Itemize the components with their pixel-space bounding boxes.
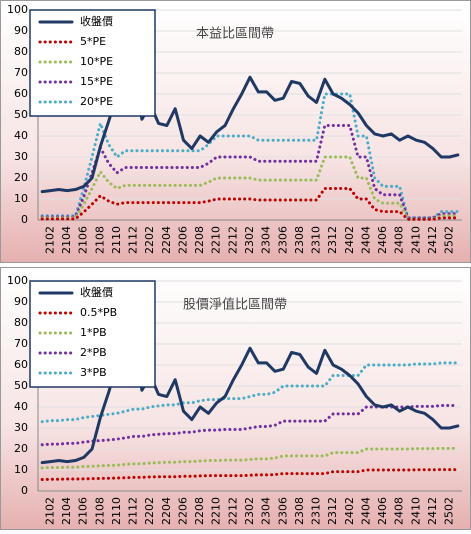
legend-label: 0.5*PB [80,306,117,319]
chart-title: 股價淨值比區間帶 [183,297,287,313]
x-tick-label: 2302 [243,226,256,254]
series-line [40,361,460,424]
x-tick-label: 2210 [210,226,223,254]
x-tick-label: 2408 [393,226,406,254]
x-tick-label: 2502 [443,497,456,525]
x-tick-label: 2112 [127,497,140,525]
x-tick-label: 2210 [210,497,223,525]
x-tick-label: 2206 [176,497,189,525]
x-tick-label: 2106 [77,226,90,254]
x-tick-label: 2110 [110,226,123,254]
x-tick-label: 2402 [343,497,356,525]
x-tick-label: 2104 [60,226,73,254]
y-tick-label: 100 [7,3,28,16]
y-tick-label: 100 [7,274,28,287]
x-tick-label: 2404 [359,497,372,525]
legend-label: 1*PB [80,326,107,339]
y-tick-label: 60 [14,87,28,100]
x-tick-label: 2308 [293,226,306,254]
y-tick-label: 30 [14,150,28,163]
x-tick-label: 2206 [176,226,189,254]
series-line [40,187,460,221]
legend-label: 20*PE [80,95,113,108]
y-tick-label: 20 [14,442,28,455]
x-tick-label: 2204 [160,226,173,254]
y-tick-label: 40 [14,400,28,413]
legend-label: 收盤價 [80,285,113,299]
y-tick-label: 0 [21,484,28,497]
y-tick-label: 70 [14,337,28,350]
x-tick-label: 2404 [359,226,372,254]
x-tick-label: 2102 [43,226,56,254]
x-tick-label: 2406 [376,226,389,254]
y-tick-label: 60 [14,358,28,371]
x-tick-label: 2204 [160,497,173,525]
y-tick-label: 50 [14,379,28,392]
y-tick-label: 90 [14,295,28,308]
y-tick-label: 10 [14,192,28,205]
chart-title: 本益比區間帶 [196,27,274,42]
x-tick-label: 2308 [293,497,306,525]
x-tick-label: 2408 [393,497,406,525]
legend-label: 2*PB [80,346,107,359]
x-tick-label: 2304 [260,226,273,254]
legend-label: 10*PE [80,55,113,68]
x-tick-label: 2306 [276,226,289,254]
y-tick-label: 0 [21,213,28,226]
x-tick-label: 2112 [127,226,140,254]
x-tick-label: 2406 [376,497,389,525]
x-tick-label: 2202 [143,226,156,254]
x-tick-label: 2106 [77,497,90,525]
y-tick-label: 90 [14,24,28,37]
x-tick-label: 2312 [326,226,339,254]
series-line [40,124,460,220]
x-tick-label: 2310 [310,497,323,525]
x-tick-label: 2310 [310,226,323,254]
x-tick-label: 2302 [243,497,256,525]
legend-label: 5*PE [80,35,106,48]
x-tick-label: 2410 [409,226,422,254]
x-tick-label: 2104 [60,497,73,525]
x-tick-label: 2108 [93,497,106,525]
x-tick-label: 2212 [226,497,239,525]
y-tick-label: 10 [14,463,28,476]
series-line [40,468,460,481]
x-tick-label: 2412 [426,497,439,525]
x-tick-label: 2410 [409,497,422,525]
x-tick-label: 2208 [193,497,206,525]
legend-label: 3*PB [80,366,107,379]
series-line [40,155,460,221]
x-tick-label: 2502 [443,226,456,254]
x-tick-label: 2208 [193,226,206,254]
y-tick-label: 50 [14,108,28,121]
legend-label: 15*PE [80,75,113,88]
x-tick-label: 2306 [276,497,289,525]
y-tick-label: 40 [14,129,28,142]
series-line [40,404,460,447]
x-tick-label: 2312 [326,497,339,525]
x-tick-label: 2212 [226,226,239,254]
series-line [40,446,460,470]
y-tick-label: 80 [14,316,28,329]
x-tick-label: 2412 [426,226,439,254]
y-tick-label: 70 [14,66,28,79]
x-tick-label: 2108 [93,226,106,254]
y-tick-label: 80 [14,45,28,58]
y-tick-label: 20 [14,171,28,184]
series-line [40,92,460,220]
x-tick-label: 2102 [43,497,56,525]
x-tick-label: 2402 [343,226,356,254]
x-tick-label: 2110 [110,497,123,525]
y-tick-label: 30 [14,421,28,434]
x-tick-label: 2304 [260,497,273,525]
legend-label: 收盤價 [80,14,113,28]
x-tick-label: 2202 [143,497,156,525]
